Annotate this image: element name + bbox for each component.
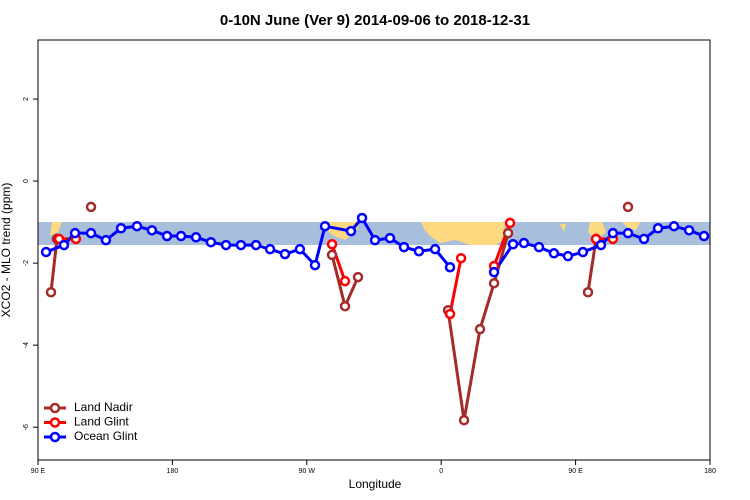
data-point (131, 220, 143, 232)
data-point (339, 300, 351, 312)
data-point (638, 233, 650, 245)
y-tick-label: -4 (23, 342, 30, 348)
data-point (474, 323, 486, 335)
data-point (356, 212, 368, 224)
data-point (279, 248, 291, 260)
data-point (607, 227, 619, 239)
data-point (429, 243, 441, 255)
data-point (488, 277, 500, 289)
data-point (309, 259, 321, 271)
data-point (369, 234, 381, 246)
x-tick-label: 180 (167, 468, 179, 475)
data-point (455, 252, 467, 264)
data-point (668, 220, 680, 232)
land-patch (622, 222, 640, 230)
data-point (458, 414, 470, 426)
y-tick-label: 2 (23, 97, 30, 101)
data-point (698, 230, 710, 242)
x-tick-label: 180 (704, 468, 716, 475)
legend-marker (49, 431, 61, 443)
data-point (488, 266, 500, 278)
data-point (683, 225, 695, 236)
legend-label: Land Glint (74, 415, 129, 429)
data-point (45, 286, 57, 298)
data-point (190, 232, 202, 243)
data-point (413, 245, 425, 257)
data-point (115, 223, 127, 234)
data-point (548, 248, 560, 259)
data-point (250, 239, 262, 251)
series-line (59, 222, 613, 315)
x-tick-label: 0 (439, 468, 443, 475)
data-point (345, 225, 357, 237)
data-point (326, 239, 338, 250)
data-point (235, 239, 247, 251)
data-point (518, 237, 530, 249)
data-point (582, 286, 594, 298)
data-point (398, 241, 410, 253)
data-point (504, 217, 516, 229)
legend-label: Land Nadir (74, 400, 133, 414)
data-point (205, 236, 217, 248)
y-axis-label: XCO2 - MLO trend (ppm) (0, 183, 13, 318)
data-point (146, 225, 158, 236)
legend-label: Ocean Glint (74, 429, 138, 443)
land-patch (50, 222, 62, 236)
data-point (175, 230, 187, 242)
legend-marker (49, 402, 61, 414)
data-point (69, 227, 81, 239)
data-point (444, 261, 456, 273)
data-point (58, 239, 70, 251)
chart-title: 0-10N June (Ver 9) 2014-09-06 to 2018-12… (220, 12, 530, 29)
data-point (319, 220, 331, 232)
data-point (100, 234, 112, 246)
data-point (652, 223, 664, 234)
data-point (326, 249, 338, 261)
data-point (507, 239, 519, 250)
y-tick-label: -2 (23, 260, 30, 266)
land-patch (421, 222, 505, 245)
data-point (294, 243, 306, 255)
data-point (85, 201, 97, 213)
data-point (622, 201, 634, 213)
data-point (339, 275, 351, 287)
data-point (622, 227, 634, 239)
land-patch (560, 224, 566, 232)
legend-marker (49, 417, 61, 428)
data-point (264, 243, 276, 255)
x-tick-label: 90 W (299, 468, 316, 475)
data-point (40, 246, 52, 258)
data-point (161, 230, 173, 242)
data-point (444, 308, 456, 320)
data-point (533, 241, 545, 253)
data-point (577, 246, 589, 258)
x-tick-label: 90 E (31, 468, 46, 475)
plot-frame (37, 39, 711, 461)
data-point (502, 227, 514, 239)
y-tick-label: 0 (23, 179, 30, 183)
data-point (220, 239, 232, 251)
y-tick-label: -6 (23, 424, 30, 430)
data-point (85, 227, 97, 239)
x-axis-label: Longitude (349, 477, 402, 491)
data-point (595, 239, 607, 251)
data-point (352, 271, 364, 283)
x-tick-label: 90 E (568, 468, 583, 475)
data-point (562, 250, 574, 262)
data-point (384, 232, 396, 244)
